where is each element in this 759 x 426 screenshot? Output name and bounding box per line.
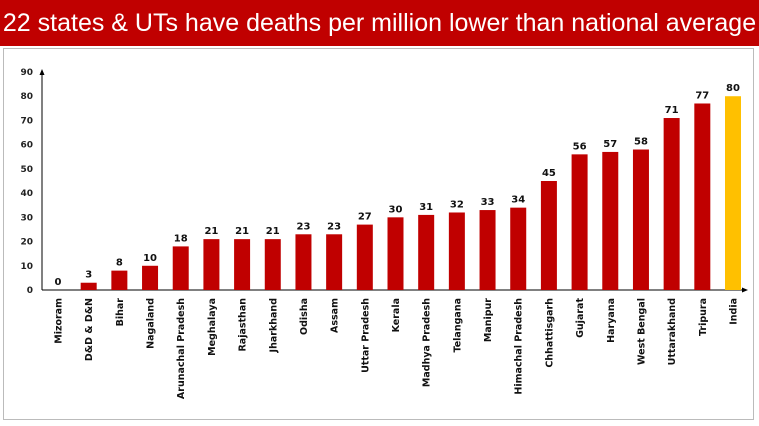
- data-label: 71: [665, 105, 679, 116]
- bar: [172, 246, 189, 290]
- bar: [663, 118, 680, 291]
- data-label: 21: [266, 226, 280, 237]
- bar: [479, 210, 496, 290]
- y-tick-label: 20: [20, 238, 33, 248]
- data-label: 56: [573, 141, 587, 152]
- y-tick-label: 80: [20, 92, 33, 102]
- data-label: 23: [296, 221, 310, 232]
- data-label: 30: [389, 204, 403, 215]
- data-label: 10: [143, 253, 157, 264]
- chart-title: 22 states & UTs have deaths per million …: [0, 0, 759, 46]
- data-label: 21: [235, 226, 249, 237]
- bar: [725, 96, 741, 290]
- x-tick-label: Rajasthan: [238, 298, 249, 352]
- y-tick-label: 0: [27, 286, 33, 296]
- y-tick-label: 10: [20, 262, 33, 272]
- x-tick-label: Himachal Pradesh: [514, 298, 525, 395]
- bar: [694, 103, 711, 290]
- data-label: 3: [85, 270, 92, 281]
- x-tick-label: West Bengal: [636, 298, 647, 365]
- chart-frame: [3, 48, 754, 420]
- data-label: 33: [481, 197, 495, 208]
- data-label: 34: [511, 195, 525, 206]
- x-tick-label: Jharkhand: [268, 298, 279, 353]
- bar: [571, 154, 588, 290]
- x-tick-label: D&D & D&N: [84, 298, 95, 361]
- bar: [142, 265, 159, 290]
- data-label: 77: [695, 90, 709, 101]
- data-label: 23: [327, 221, 341, 232]
- y-axis-arrow-icon: [39, 69, 45, 75]
- bar: [295, 234, 312, 290]
- bar: [448, 212, 465, 290]
- y-tick-label: 40: [20, 189, 33, 199]
- data-label: 80: [726, 83, 740, 94]
- x-tick-label: Odisha: [299, 298, 310, 335]
- x-tick-label: Manipur: [483, 298, 494, 342]
- x-tick-label: Meghalaya: [207, 298, 218, 356]
- data-label: 45: [542, 168, 556, 179]
- bar: [602, 151, 619, 290]
- bar: [540, 181, 557, 290]
- x-tick-label: Kerala: [391, 298, 402, 332]
- bar: [264, 239, 281, 290]
- data-label: 0: [55, 277, 62, 288]
- x-tick-label: Tripura: [698, 298, 709, 336]
- y-tick-label: 70: [20, 116, 33, 126]
- bar: [356, 224, 373, 290]
- bar: [234, 239, 251, 290]
- bar: [80, 282, 97, 290]
- data-label: 57: [603, 139, 617, 150]
- x-tick-label: Uttarakhand: [667, 298, 678, 365]
- x-tick-label: Telangana: [452, 298, 463, 352]
- bar: [510, 207, 527, 290]
- x-tick-label: Nagaland: [146, 298, 157, 349]
- x-tick-label: India: [729, 298, 740, 325]
- data-label: 27: [358, 212, 372, 223]
- bar: [418, 214, 435, 290]
- x-tick-label: Chhattisgarh: [544, 298, 555, 368]
- y-tick-label: 90: [20, 68, 33, 78]
- x-axis-arrow-icon: [742, 287, 748, 293]
- x-tick-label: Madhya Pradesh: [422, 298, 433, 387]
- x-tick-label: Haryana: [606, 298, 617, 343]
- x-tick-label: Mizoram: [54, 298, 65, 344]
- y-tick-label: 60: [20, 141, 33, 151]
- x-tick-label: Uttar Pradesh: [360, 298, 371, 373]
- bar: [326, 234, 343, 290]
- y-tick-label: 30: [20, 213, 33, 223]
- data-label: 18: [174, 233, 188, 244]
- y-tick-label: 50: [20, 165, 33, 175]
- x-tick-label: Assam: [330, 298, 341, 333]
- data-label: 21: [204, 226, 218, 237]
- data-label: 58: [634, 137, 648, 148]
- bar: [632, 149, 649, 290]
- x-tick-label: Gujarat: [575, 298, 586, 338]
- data-label: 32: [450, 199, 464, 210]
- x-tick-label: Bihar: [115, 298, 126, 327]
- data-label: 8: [116, 258, 123, 269]
- bar: [203, 239, 220, 290]
- bar: [387, 217, 404, 290]
- bar: [111, 270, 128, 290]
- data-label: 31: [419, 202, 433, 213]
- x-tick-label: Arunachal Pradesh: [176, 298, 187, 399]
